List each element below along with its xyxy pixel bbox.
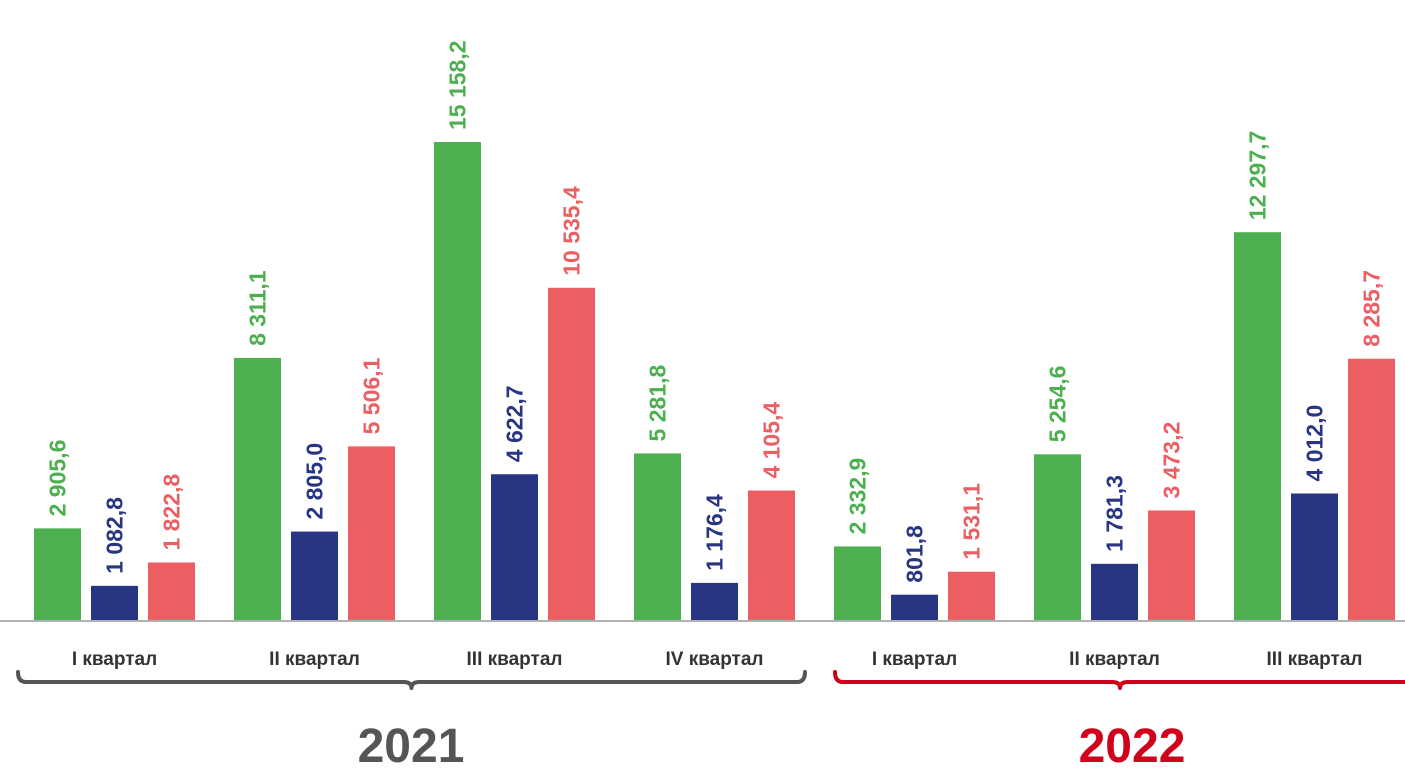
category-label-1: I квартал [72,649,157,670]
category-label-7: III квартал [1267,649,1363,670]
value-label-blue-7: 4 012,0 [1302,405,1328,482]
value-label-red-7: 8 285,7 [1359,270,1385,347]
bar-blue-1 [91,585,138,620]
category-label-5: I квартал [872,649,957,670]
bar-red-1 [148,562,195,620]
bar-green-7 [1234,232,1281,621]
bar-green-1 [34,528,81,620]
bar-green-6 [1034,454,1081,620]
bar-red-7 [1348,358,1395,620]
value-label-blue-4: 1 176,4 [702,494,728,571]
value-label-red-4: 4 105,4 [759,402,785,479]
value-label-green-3: 15 158,2 [445,40,471,130]
category-label-2: II квартал [269,649,360,670]
bar-blue-6 [1091,563,1138,620]
value-label-green-2: 8 311,1 [245,270,271,346]
value-label-blue-2: 2 805,0 [302,443,328,520]
value-label-red-3: 10 535,4 [559,186,585,276]
year-label-2022: 2022 [1079,720,1186,768]
category-labels-layer: I квартал II квартал III квартал IV квартал… [72,649,1363,670]
value-label-red-6: 3 473,2 [1159,422,1185,499]
value-label-red-1: 1 822,8 [159,474,185,551]
value-label-blue-3: 4 622,7 [502,385,528,462]
bar-blue-2 [291,531,338,620]
value-label-red-2: 5 506,1 [359,357,385,434]
bar-red-5 [948,571,995,620]
value-label-green-4: 5 281,8 [645,364,671,441]
bar-red-6 [1148,510,1195,620]
year-bracket-2021 [16,670,807,690]
bar-red-3 [548,287,595,620]
category-label-4: IV квартал [665,649,763,670]
bar-red-2 [348,446,395,620]
value-label-green-6: 5 254,6 [1045,366,1071,443]
value-label-blue-1: 1 082,8 [102,497,128,574]
bar-blue-3 [491,474,538,620]
value-labels-layer: 2 905,6 1 082,8 1 822,8 8 311,1 2 805,0 5 506… [45,40,1385,582]
bar-blue-4 [691,582,738,620]
category-label-6: II квартал [1069,649,1160,670]
value-label-red-5: 1 531,1 [959,483,985,560]
value-label-green-5: 2 332,9 [845,458,871,535]
bar-red-4 [748,490,795,620]
value-label-blue-5: 801,8 [902,525,928,583]
bar-green-3 [434,142,481,620]
bar-green-4 [634,453,681,620]
year-bracket-2022 [833,670,1405,690]
value-label-blue-6: 1 781,3 [1102,475,1128,552]
value-label-green-1: 2 905,6 [45,440,71,517]
value-label-green-7: 12 297,7 [1245,131,1271,221]
year-label-2021: 2021 [358,720,465,768]
bar-green-5 [834,546,881,620]
bar-blue-7 [1291,493,1338,620]
category-label-3: III квартал [467,649,563,670]
bars-layer [34,142,1395,621]
bar-blue-5 [891,594,938,620]
year-brackets-layer: 2021 2022 [16,670,1405,768]
bar-green-2 [234,357,281,620]
